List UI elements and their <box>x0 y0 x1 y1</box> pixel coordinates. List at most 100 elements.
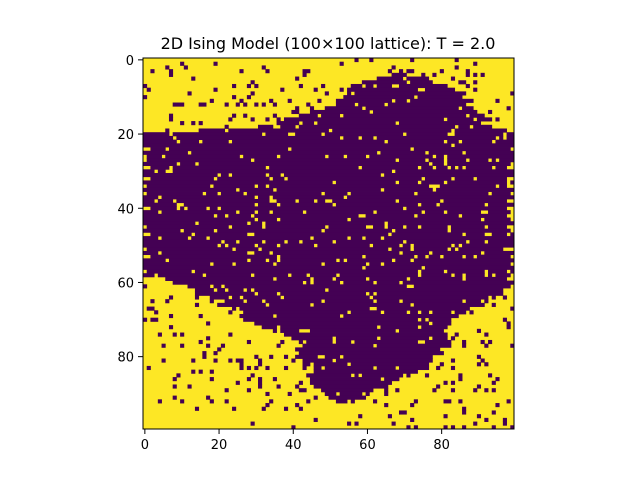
spin-down-run <box>150 165 170 170</box>
spin-down-run <box>417 213 459 218</box>
spin-down-run <box>232 295 240 300</box>
spin-down-run <box>369 262 381 267</box>
spin-down-run <box>335 98 392 103</box>
spin-down-run <box>465 83 470 89</box>
spin-down-run <box>488 273 493 278</box>
spin-down-run <box>454 310 467 315</box>
spin-down-run <box>421 269 444 274</box>
spin-down-run <box>406 132 448 137</box>
spin-down-run <box>398 180 418 185</box>
spin-down-run <box>258 380 263 385</box>
spin-down-run <box>213 61 218 66</box>
spin-down-run <box>450 76 456 81</box>
spin-down-run <box>384 236 515 241</box>
spin-down-run <box>168 69 174 74</box>
spin-down-run <box>220 173 229 178</box>
spin-down-run <box>335 102 355 107</box>
spin-down-run <box>306 280 311 285</box>
spin-down-run <box>272 176 285 181</box>
spin-down-run <box>224 399 229 404</box>
spin-down-run <box>232 306 237 311</box>
spin-down-run <box>243 317 418 322</box>
spin-down-run <box>491 410 496 415</box>
spin-down-run <box>180 139 200 144</box>
spin-down-run <box>350 362 430 367</box>
spin-down-run <box>506 135 515 141</box>
spin-down-run <box>306 102 311 107</box>
spin-down-run <box>258 362 263 367</box>
spin-down-run <box>209 295 229 300</box>
spin-down-run <box>198 102 207 107</box>
spin-down-run <box>187 206 207 211</box>
spin-down-run <box>209 236 311 241</box>
spin-down-run <box>232 139 385 144</box>
spin-down-run <box>462 339 467 345</box>
spin-down-run <box>406 239 467 244</box>
spin-down-run <box>421 224 448 230</box>
spin-down-run <box>413 258 515 263</box>
spin-down-run <box>269 258 277 263</box>
spin-down-run <box>387 221 515 226</box>
spin-down-run <box>447 210 482 215</box>
x-tick-label: 20 <box>211 438 228 453</box>
spin-down-run <box>398 328 444 333</box>
spin-down-run <box>491 302 496 307</box>
spin-down-run <box>398 121 482 126</box>
spin-down-run <box>206 336 211 341</box>
spin-down-run <box>246 388 251 393</box>
spin-down-run <box>447 117 474 122</box>
spin-down-run <box>462 139 493 144</box>
spin-down-run <box>376 83 392 89</box>
spin-down-run <box>309 109 370 115</box>
spin-down-run <box>254 250 270 256</box>
spin-down-run <box>143 228 181 233</box>
spin-down-run <box>413 243 452 248</box>
spin-down-run <box>369 154 433 159</box>
spin-down-run <box>447 139 459 144</box>
spin-down-run <box>250 373 255 378</box>
spin-down-run <box>246 339 251 345</box>
spin-down-run <box>220 243 226 248</box>
spin-down-run <box>313 276 333 281</box>
spin-down-run <box>376 365 396 371</box>
spin-down-run <box>265 391 270 397</box>
spin-down-run <box>269 173 281 178</box>
spin-down-run <box>143 243 218 248</box>
spin-down-run <box>365 83 374 89</box>
spin-down-run <box>413 302 485 307</box>
spin-down-run <box>280 258 337 263</box>
spin-down-run <box>324 132 404 137</box>
spin-down-run <box>361 373 404 378</box>
spin-down-run <box>187 91 192 96</box>
spin-down-run <box>373 224 385 230</box>
spin-down-run <box>206 321 211 326</box>
spin-down-run <box>258 384 263 389</box>
spin-down-run <box>376 306 470 311</box>
spin-down-run <box>250 80 255 85</box>
spin-down-run <box>339 87 344 92</box>
spin-down-run <box>287 391 292 397</box>
spin-down-run <box>143 317 148 322</box>
spin-down-run <box>384 187 433 192</box>
spin-down-run <box>473 421 478 426</box>
spin-down-run <box>361 135 374 141</box>
spin-down-run <box>146 191 203 196</box>
spin-down-run <box>450 425 456 430</box>
spin-down-run <box>254 83 259 89</box>
spin-down-run <box>335 202 418 207</box>
spin-down-run <box>228 310 233 315</box>
spin-down-run <box>476 384 482 389</box>
spin-down-run <box>243 154 277 159</box>
spin-down-run <box>450 358 456 363</box>
spin-down-run <box>324 354 341 359</box>
spin-down-run <box>317 198 326 204</box>
spin-down-run <box>280 291 366 296</box>
spin-down-run <box>499 184 507 189</box>
spin-down-run <box>206 273 251 278</box>
spin-down-run <box>324 91 329 96</box>
spin-down-run <box>484 362 489 367</box>
spin-down-run <box>258 291 277 296</box>
spin-down-run <box>187 284 211 289</box>
spin-down-run <box>168 147 289 152</box>
spin-down-run <box>168 258 248 263</box>
